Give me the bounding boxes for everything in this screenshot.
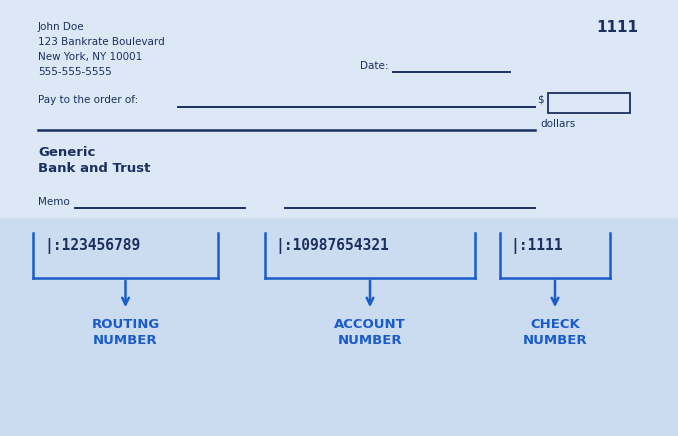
Bar: [0, 218, 678, 436]
Text: ACCOUNT: ACCOUNT: [334, 318, 406, 331]
Text: CHECK: CHECK: [530, 318, 580, 331]
Text: NUMBER: NUMBER: [93, 334, 158, 347]
Text: |:10987654321: |:10987654321: [275, 238, 388, 254]
Text: NUMBER: NUMBER: [523, 334, 587, 347]
Text: Pay to the order of:: Pay to the order of:: [38, 95, 138, 105]
Text: 1111: 1111: [596, 20, 638, 35]
Text: $: $: [537, 95, 544, 105]
Text: |:1111: |:1111: [510, 238, 563, 254]
Text: John Doe: John Doe: [38, 22, 85, 32]
Text: New York, NY 10001: New York, NY 10001: [38, 52, 142, 62]
Text: ROUTING: ROUTING: [92, 318, 159, 331]
Text: Generic: Generic: [38, 146, 96, 159]
Bar: [548, 93, 630, 113]
Text: NUMBER: NUMBER: [338, 334, 402, 347]
Text: Date:: Date:: [360, 61, 388, 71]
Text: dollars: dollars: [540, 119, 575, 129]
Text: |:123456789: |:123456789: [44, 238, 140, 254]
Text: 123 Bankrate Boulevard: 123 Bankrate Boulevard: [38, 37, 165, 47]
Text: Bank and Trust: Bank and Trust: [38, 162, 151, 175]
Text: 555-555-5555: 555-555-5555: [38, 67, 112, 77]
Text: Memo: Memo: [38, 197, 70, 207]
